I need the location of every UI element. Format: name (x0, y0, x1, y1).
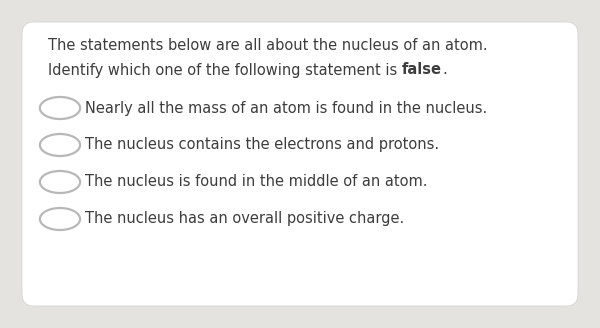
Text: false: false (402, 63, 442, 77)
Text: The nucleus contains the electrons and protons.: The nucleus contains the electrons and p… (85, 137, 439, 153)
Ellipse shape (40, 171, 80, 193)
Ellipse shape (40, 97, 80, 119)
Text: The statements below are all about the nucleus of an atom.: The statements below are all about the n… (48, 38, 488, 53)
Text: Nearly all the mass of an atom is found in the nucleus.: Nearly all the mass of an atom is found … (85, 100, 487, 115)
Text: The nucleus is found in the middle of an atom.: The nucleus is found in the middle of an… (85, 174, 427, 190)
Ellipse shape (40, 134, 80, 156)
Text: .: . (442, 63, 446, 77)
FancyBboxPatch shape (22, 22, 578, 306)
Text: The nucleus has an overall positive charge.: The nucleus has an overall positive char… (85, 212, 404, 227)
Ellipse shape (40, 208, 80, 230)
Text: Identify which one of the following statement is: Identify which one of the following stat… (48, 63, 402, 77)
